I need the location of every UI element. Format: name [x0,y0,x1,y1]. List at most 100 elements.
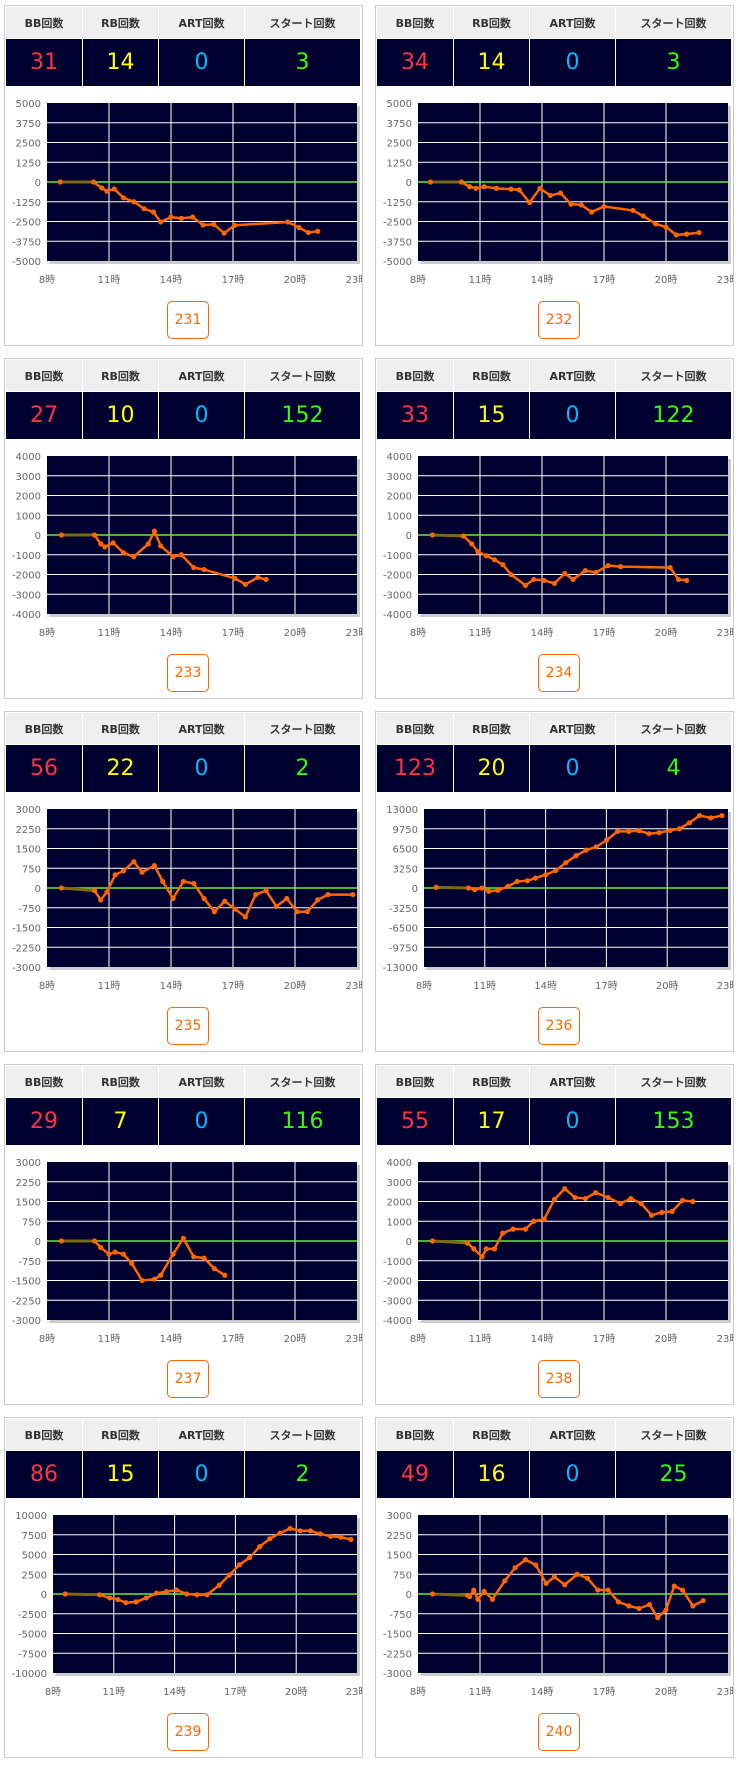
balance-chart: 4000 3000 2000 1000 0 -1000 -2000 -3000 -4000 8時 1… [12,452,362,639]
series-segment-start [436,885,469,890]
data-point [471,1246,477,1252]
value-bb: 49 [377,1450,454,1498]
machine-number-button[interactable]: 238 [538,1360,580,1398]
data-point [656,830,662,836]
data-point [139,1277,145,1284]
x-tick-label: 20時 [656,980,679,992]
value-art: 0 [530,391,616,439]
data-point [191,880,197,887]
x-tick-label: 17時 [222,980,245,992]
data-point [133,1599,139,1605]
value-rb: 14 [83,38,159,86]
data-point [200,222,206,228]
machine-number-button[interactable]: 233 [167,654,209,692]
machine-number-button[interactable]: 231 [167,301,209,339]
y-tick-label: -1250 [383,198,412,209]
y-tick-label: 7500 [22,1531,47,1542]
header-start: スタート回数 [616,713,732,744]
data-point [263,888,269,894]
x-tick-label: 17時 [222,627,245,639]
data-point [667,564,673,571]
value-art: 0 [159,1097,245,1145]
machine-number-button[interactable]: 239 [167,1713,209,1751]
data-point [129,1260,135,1266]
data-point [655,1615,661,1621]
data-point [568,201,574,207]
y-tick-label: -1250 [12,198,41,209]
y-tick-label: 1500 [387,1551,412,1562]
data-point [593,844,599,850]
data-point [184,1591,190,1597]
data-point [151,528,158,534]
header-start: スタート回数 [616,1066,732,1097]
data-point [263,576,269,583]
y-tick-label: 750 [22,1217,41,1228]
data-point [143,1595,149,1601]
data-point [338,1534,344,1540]
y-tick-label: 0 [35,884,41,895]
header-art: ART回数 [159,1066,245,1097]
y-tick-label: -1500 [383,1630,412,1641]
x-tick-label: 23時 [346,1333,362,1345]
machine-panel-232: BB回数 RB回数 ART回数 スタート回数 34 14 0 3 232 5000 3750 2500… [375,5,734,346]
value-bb: 27 [6,391,83,439]
machine-panel-233: BB回数 RB回数 ART回数 スタート回数 27 10 0 152 233 4000 3000 20… [4,358,363,699]
machine-number-button[interactable]: 237 [167,1360,209,1398]
data-point [246,1555,253,1561]
data-point [646,1601,653,1608]
x-tick-label: 8時 [410,1686,426,1698]
data-point [505,883,511,889]
y-tick-label: 10000 [15,1511,47,1522]
data-point [427,179,433,185]
data-point [667,827,673,833]
data-point [648,1212,655,1218]
y-tick-label: -13000 [383,963,418,974]
machine-number-button[interactable]: 240 [538,1713,580,1751]
data-point [168,214,174,220]
value-start: 3 [616,38,732,86]
data-point [285,219,291,225]
data-point [562,570,568,577]
data-point [676,826,682,832]
data-point [696,229,702,236]
header-start: スタート回数 [245,1066,361,1097]
data-point [628,1195,634,1202]
machine-number-button[interactable]: 236 [538,1007,580,1045]
value-bb: 29 [6,1097,83,1145]
x-tick-label: 20時 [655,627,678,639]
x-tick-label: 8時 [39,980,55,992]
x-tick-label: 8時 [39,274,55,286]
x-tick-label: 14時 [160,627,183,639]
machine-number-button[interactable]: 235 [167,1007,209,1045]
value-rb: 16 [454,1450,530,1498]
data-point [475,1596,481,1602]
x-tick-label: 17時 [593,274,616,286]
x-tick-label: 17時 [593,1333,616,1345]
x-tick-label: 23時 [346,274,362,286]
y-tick-label: 1000 [16,511,41,522]
value-art: 0 [159,38,245,86]
data-point [472,887,478,893]
machine-number-button[interactable]: 234 [538,654,580,692]
machine-number-button[interactable]: 232 [538,301,580,339]
data-point [502,1578,508,1584]
value-art: 0 [159,1450,245,1498]
data-point [315,228,321,234]
data-point [708,815,714,821]
x-tick-label: 11時 [102,1686,125,1698]
data-point [551,580,557,586]
machine-panel-234: BB回数 RB回数 ART回数 スタート回数 33 15 0 122 234 4000 3000 20… [375,358,734,699]
data-point [481,1588,487,1594]
header-rb: RB回数 [454,1419,530,1450]
data-point [495,887,501,893]
value-art: 0 [530,38,616,86]
y-tick-label: 3000 [387,472,412,483]
data-point [578,202,584,208]
x-tick-label: 11時 [98,980,121,992]
data-point [697,812,703,819]
data-point [325,891,331,898]
header-rb: RB回数 [83,7,159,38]
y-tick-label: 0 [406,1590,412,1601]
x-tick-label: 23時 [717,980,733,992]
data-point [204,1592,210,1598]
